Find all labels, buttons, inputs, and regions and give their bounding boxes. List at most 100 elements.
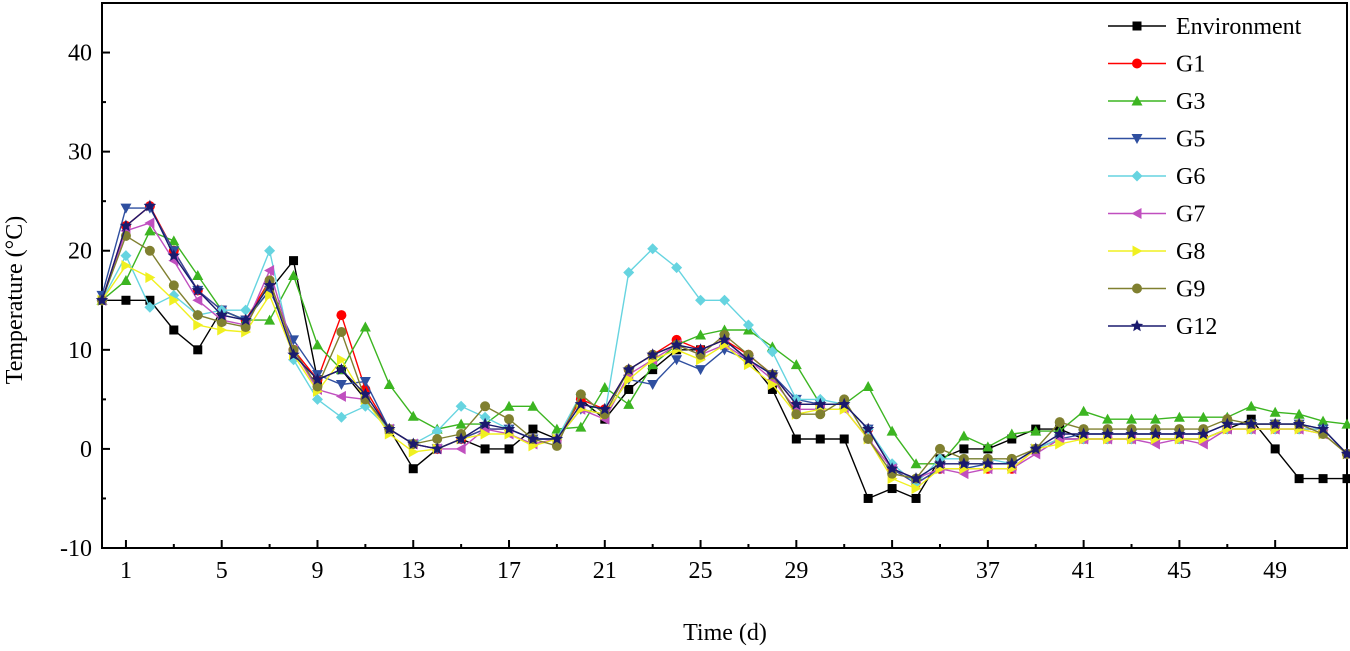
- data-point-g9: [791, 409, 802, 420]
- data-point-g7: [958, 468, 969, 480]
- data-point-g12: [1149, 427, 1162, 440]
- data-point-g12: [143, 199, 157, 212]
- data-point-g3: [383, 379, 395, 389]
- data-point-g6: [479, 411, 491, 423]
- series-line-g9: [101, 234, 1348, 480]
- x-tick-label: 49: [1263, 558, 1287, 584]
- data-point-environment: [193, 345, 203, 355]
- data-point-g12: [885, 462, 899, 474]
- data-point-g7: [264, 265, 275, 277]
- data-point-environment: [528, 424, 538, 434]
- data-point-g12: [766, 368, 779, 380]
- data-point-g12: [119, 219, 133, 232]
- legend-marker: [1132, 283, 1142, 294]
- y-tick-label: 30: [68, 140, 92, 166]
- data-point-g12: [670, 338, 683, 351]
- data-point-environment: [289, 256, 299, 266]
- data-point-g5: [288, 335, 300, 346]
- data-point-g5: [695, 365, 707, 376]
- data-point-g12: [598, 402, 611, 415]
- data-point-g12: [455, 432, 468, 445]
- x-tick-label: 5: [216, 558, 228, 584]
- data-point-g3: [551, 423, 563, 434]
- data-point-g5: [647, 380, 659, 390]
- data-point-g1: [336, 310, 347, 321]
- legend-marker: [1131, 95, 1143, 106]
- plot-frame: [101, 2, 1348, 549]
- legend-marker: [1132, 21, 1142, 31]
- data-point-g12: [814, 397, 827, 410]
- data-point-g9: [504, 414, 515, 425]
- data-point-environment: [480, 444, 490, 454]
- data-point-environment: [791, 434, 801, 444]
- legend-item-g6: G6: [1108, 164, 1205, 190]
- data-point-g12: [191, 283, 204, 296]
- legend-marker: [1131, 170, 1143, 182]
- data-point-g12: [478, 417, 492, 430]
- data-point-g9: [168, 280, 179, 291]
- legend-label: G8: [1176, 239, 1205, 265]
- data-point-g12: [1101, 427, 1114, 440]
- data-point-g5: [671, 355, 683, 366]
- x-tick-label: 17: [497, 558, 521, 584]
- legend-marker: [1130, 319, 1144, 332]
- data-point-g6: [455, 400, 467, 412]
- data-point-environment: [839, 434, 849, 444]
- data-point-g12: [1340, 447, 1350, 460]
- data-point-g12: [909, 472, 923, 484]
- data-point-environment: [767, 384, 777, 394]
- series-g9: [97, 230, 1350, 484]
- data-point-g6: [766, 346, 778, 358]
- data-point-g3: [144, 225, 156, 236]
- data-point-g3: [264, 314, 276, 325]
- data-point-g3: [168, 235, 180, 246]
- data-point-g6: [431, 425, 443, 437]
- data-point-g8: [480, 428, 491, 440]
- data-point-environment: [121, 295, 131, 305]
- data-point-g3: [1197, 411, 1209, 422]
- x-tick-label: 29: [784, 558, 808, 584]
- legend-label: G3: [1176, 89, 1205, 115]
- data-point-g3: [455, 418, 467, 429]
- data-point-g12: [550, 432, 564, 445]
- data-point-g3: [359, 321, 371, 332]
- data-point-g12: [1077, 427, 1090, 440]
- data-point-g12: [862, 422, 875, 435]
- data-point-g3: [288, 270, 300, 280]
- data-point-g12: [215, 308, 228, 321]
- data-point-g12: [646, 348, 659, 360]
- data-point-g6: [311, 393, 323, 405]
- data-point-g12: [933, 457, 947, 469]
- data-point-g9: [815, 409, 826, 420]
- data-point-environment: [648, 365, 658, 375]
- data-point-g9: [551, 440, 562, 451]
- legend-marker: [1131, 134, 1143, 144]
- x-tick-label: 9: [311, 558, 323, 584]
- data-point-g8: [1055, 438, 1066, 450]
- legend-marker: [1132, 58, 1142, 69]
- series-layer: [95, 199, 1350, 503]
- data-point-g3: [120, 274, 132, 285]
- data-point-g9: [480, 401, 491, 412]
- legend-label: G7: [1176, 202, 1205, 228]
- data-point-g9: [1054, 417, 1065, 428]
- series-environment: [97, 256, 1350, 503]
- data-point-g12: [1053, 427, 1066, 440]
- legend-item-g12: G12: [1108, 314, 1217, 340]
- data-point-g3: [623, 398, 635, 409]
- data-point-g9: [192, 310, 203, 321]
- data-point-g6: [240, 304, 252, 316]
- x-tick-label: 41: [1072, 558, 1096, 584]
- data-point-g12: [694, 343, 707, 356]
- data-point-g12: [1245, 417, 1258, 430]
- x-tick-label: 21: [593, 558, 617, 584]
- legend-item-g1: G1: [1108, 52, 1205, 78]
- data-point-g7: [1149, 438, 1160, 450]
- data-point-environment: [911, 493, 921, 503]
- data-point-g3: [1293, 408, 1305, 419]
- data-point-g12: [311, 373, 324, 385]
- data-point-g12: [287, 348, 300, 360]
- data-point-g12: [1029, 442, 1042, 455]
